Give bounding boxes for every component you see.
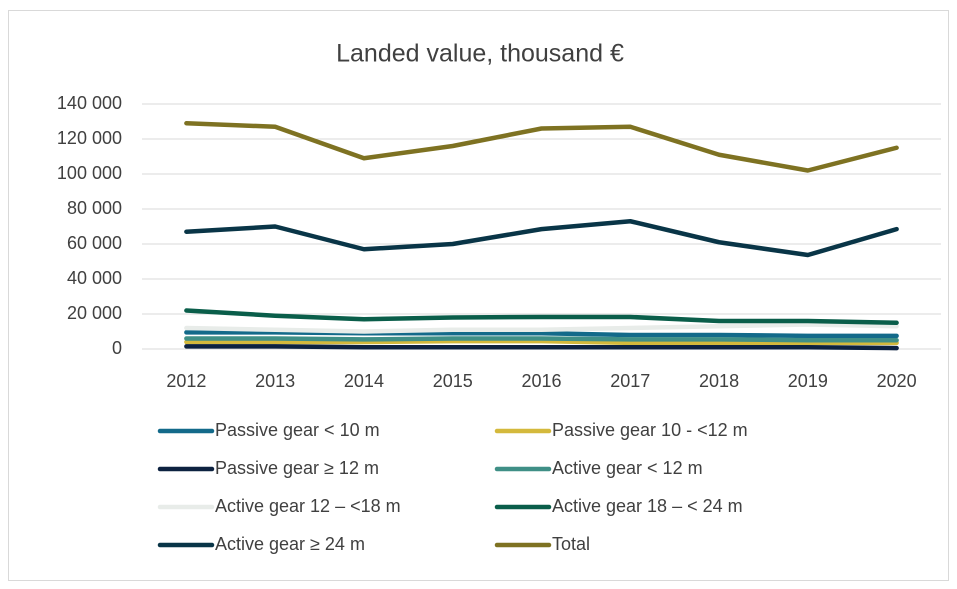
y-tick-label: 80 000 <box>67 198 122 218</box>
y-tick-label: 100 000 <box>57 163 122 183</box>
x-tick-label: 2012 <box>166 371 206 391</box>
x-tick-label: 2018 <box>699 371 739 391</box>
x-tick-label: 2017 <box>610 371 650 391</box>
series-line <box>184 322 899 334</box>
legend-label: Passive gear 10 - <12 m <box>552 420 748 440</box>
x-tick-label: 2019 <box>788 371 828 391</box>
series-line <box>184 219 899 258</box>
legend-label: Total <box>552 534 590 554</box>
legend-label: Passive gear ≥ 12 m <box>215 458 379 478</box>
series-line <box>184 330 899 339</box>
x-tick-label: 2014 <box>344 371 384 391</box>
y-tick-label: 140 000 <box>57 93 122 113</box>
chart-title: Landed value, thousand € <box>336 40 624 68</box>
y-tick-label: 120 000 <box>57 128 122 148</box>
x-tick-label: 2016 <box>521 371 561 391</box>
y-tick-label: 20 000 <box>67 303 122 323</box>
chart-frame <box>8 10 949 581</box>
x-tick-label: 2020 <box>877 371 917 391</box>
y-tick-label: 0 <box>112 338 122 358</box>
x-tick-label: 2015 <box>433 371 473 391</box>
legend-label: Active gear ≥ 24 m <box>215 534 365 554</box>
y-tick-label: 60 000 <box>67 233 122 253</box>
y-tick-label: 40 000 <box>67 268 122 288</box>
legend-label: Active gear < 12 m <box>552 458 703 478</box>
x-tick-label: 2013 <box>255 371 295 391</box>
series-line <box>184 338 899 346</box>
series-line <box>184 121 899 173</box>
series-line <box>184 308 899 325</box>
series-line <box>184 336 899 343</box>
legend-label: Active gear 18 – < 24 m <box>552 496 743 516</box>
legend-label: Passive gear < 10 m <box>215 420 380 440</box>
series-line <box>184 344 899 351</box>
legend-label: Active gear 12 – <18 m <box>215 496 401 516</box>
